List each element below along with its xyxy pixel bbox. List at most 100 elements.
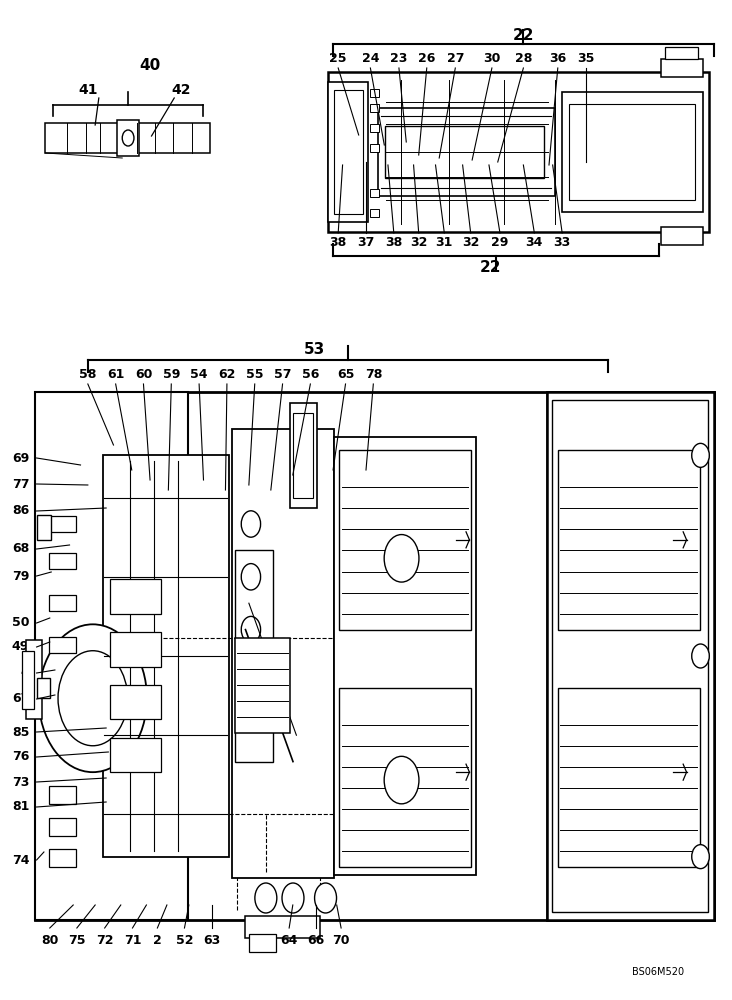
Text: 28: 28: [515, 51, 532, 64]
Circle shape: [282, 883, 304, 913]
Text: 58: 58: [79, 367, 97, 380]
Bar: [245, 916, 320, 938]
Bar: [328, 82, 368, 222]
Text: 66: 66: [307, 934, 325, 946]
Text: 38: 38: [385, 236, 403, 249]
Text: 62: 62: [218, 367, 236, 380]
Text: 74: 74: [12, 854, 29, 866]
Bar: [235, 550, 272, 762]
Bar: [110, 632, 160, 667]
Text: 79: 79: [12, 570, 29, 582]
Text: 54: 54: [190, 367, 208, 380]
Text: 85: 85: [12, 726, 29, 738]
Bar: [49, 818, 76, 836]
Text: 53: 53: [304, 342, 326, 357]
Text: 75: 75: [68, 934, 86, 946]
Text: 23: 23: [390, 51, 408, 64]
Circle shape: [692, 443, 709, 467]
Bar: [339, 450, 471, 630]
Text: 52: 52: [176, 934, 193, 946]
Text: 76: 76: [12, 750, 29, 764]
Text: 86: 86: [12, 504, 29, 518]
Circle shape: [692, 845, 709, 869]
Text: 34: 34: [526, 236, 543, 249]
Bar: [130, 123, 210, 153]
Circle shape: [242, 616, 261, 643]
Bar: [334, 437, 477, 875]
Bar: [370, 124, 379, 132]
Text: 24: 24: [362, 51, 379, 64]
Bar: [117, 120, 139, 156]
Text: 37: 37: [357, 236, 375, 249]
Bar: [49, 516, 76, 532]
Bar: [49, 553, 76, 569]
Text: 70: 70: [332, 934, 350, 946]
Text: 69: 69: [12, 452, 29, 464]
Text: 49: 49: [12, 641, 29, 654]
Text: 56: 56: [302, 367, 319, 380]
Bar: [110, 685, 160, 719]
Text: 50: 50: [12, 616, 29, 630]
Bar: [103, 455, 228, 857]
Circle shape: [692, 644, 709, 668]
Bar: [235, 638, 290, 733]
Text: 57: 57: [274, 367, 291, 380]
Bar: [548, 392, 714, 920]
Bar: [110, 579, 160, 614]
Circle shape: [242, 564, 261, 590]
Bar: [334, 90, 363, 214]
Text: 60: 60: [135, 367, 152, 380]
Bar: [558, 688, 700, 867]
Circle shape: [58, 651, 127, 746]
Bar: [548, 392, 714, 920]
Text: BS06M520: BS06M520: [632, 967, 684, 977]
Bar: [661, 59, 703, 77]
Text: 38: 38: [329, 236, 347, 249]
Text: 40: 40: [139, 57, 161, 73]
Text: 67: 67: [12, 692, 29, 706]
Text: 2: 2: [153, 934, 162, 946]
Circle shape: [315, 883, 337, 913]
Text: 61: 61: [107, 367, 124, 380]
Text: 25: 25: [329, 51, 347, 64]
Text: 27: 27: [447, 51, 464, 64]
Bar: [35, 392, 188, 920]
Text: 26: 26: [418, 51, 436, 64]
Text: 42: 42: [172, 83, 191, 97]
Circle shape: [122, 130, 134, 146]
Bar: [49, 849, 76, 867]
Text: 78: 78: [365, 367, 382, 380]
Bar: [35, 392, 714, 920]
Text: 32: 32: [462, 236, 479, 249]
Bar: [249, 934, 276, 952]
Bar: [37, 515, 51, 540]
Bar: [370, 89, 379, 97]
Text: 63: 63: [203, 934, 221, 946]
Bar: [385, 126, 544, 178]
Text: 72: 72: [96, 934, 113, 946]
Bar: [552, 400, 709, 912]
Bar: [569, 104, 695, 200]
Text: 36: 36: [549, 51, 567, 64]
Text: 22: 22: [479, 259, 501, 274]
Text: 64: 64: [280, 934, 298, 946]
Bar: [370, 189, 379, 197]
Bar: [661, 227, 703, 245]
Bar: [26, 640, 42, 719]
Circle shape: [39, 624, 147, 772]
Bar: [49, 637, 76, 653]
Bar: [339, 688, 471, 867]
Text: 30: 30: [483, 51, 501, 64]
Text: 68: 68: [12, 542, 29, 556]
Text: 4: 4: [20, 666, 29, 680]
Text: 65: 65: [337, 367, 354, 380]
Bar: [370, 144, 379, 152]
Bar: [370, 209, 379, 217]
Bar: [558, 450, 700, 630]
Bar: [665, 47, 698, 59]
Bar: [232, 429, 334, 878]
Bar: [328, 72, 709, 232]
Circle shape: [255, 883, 277, 913]
Bar: [110, 738, 160, 772]
Bar: [49, 786, 76, 804]
